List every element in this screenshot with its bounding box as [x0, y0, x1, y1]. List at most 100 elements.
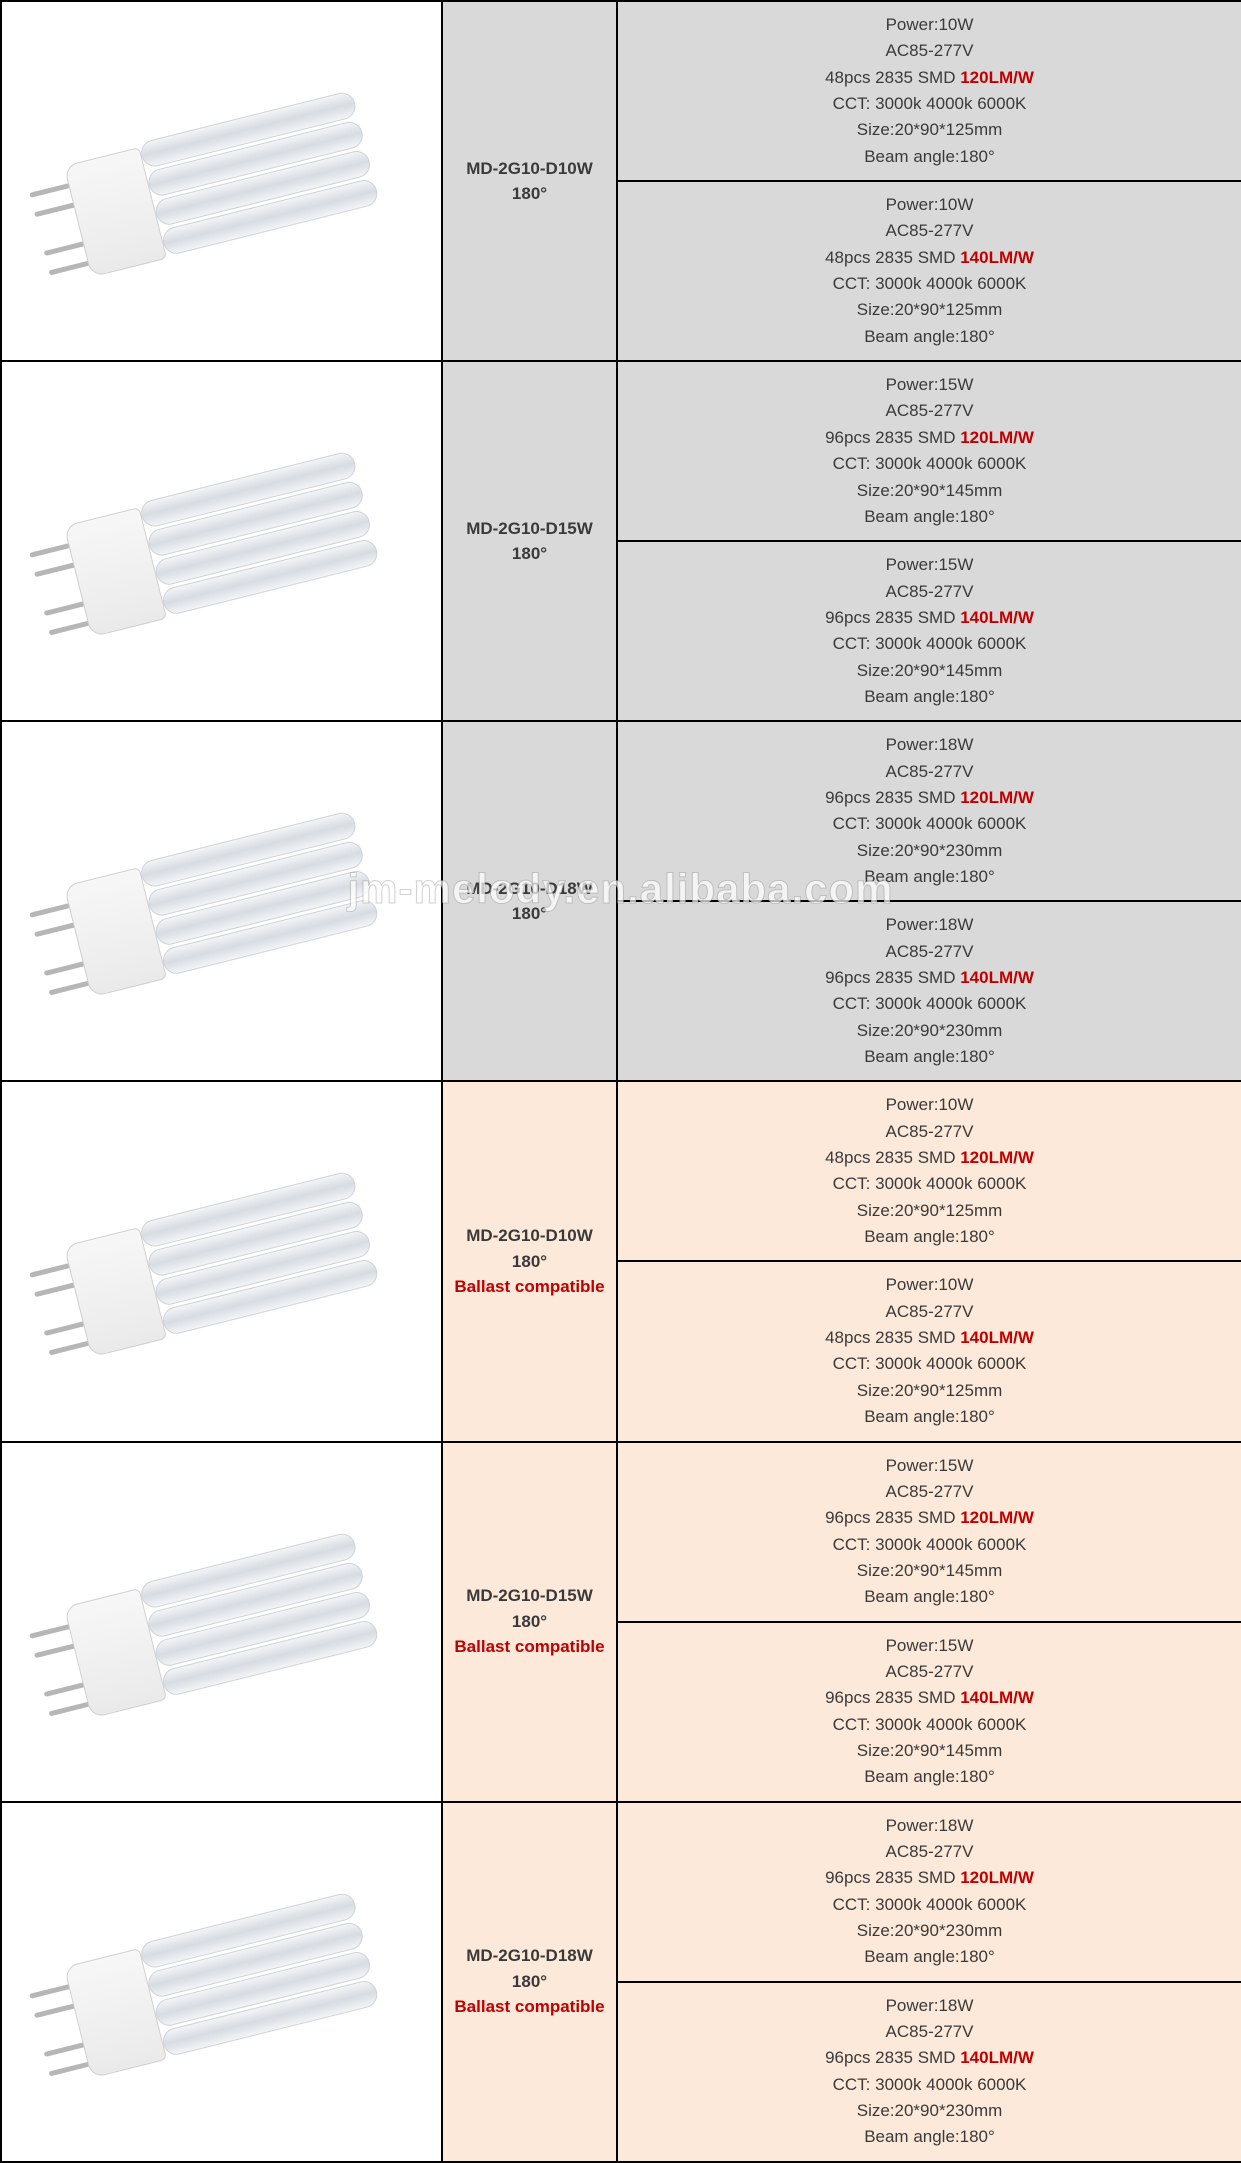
spec-power: Power:10W: [886, 15, 974, 34]
spec-led: 96pcs 2835 SMD: [825, 428, 960, 447]
spec-cct: CCT: 3000k 4000k 6000K: [833, 274, 1027, 293]
spec-cct: CCT: 3000k 4000k 6000K: [833, 1535, 1027, 1554]
spec-beam: Beam angle:180°: [864, 1407, 995, 1426]
spec-cell: Power:10W AC85-277V 48pcs 2835 SMD 120LM…: [617, 1, 1241, 181]
spec-size: Size:20*90*230mm: [857, 1021, 1003, 1040]
ballast-label: Ballast compatible: [454, 1277, 604, 1296]
spec-lumens: 120LM/W: [960, 1148, 1034, 1167]
product-image: [9, 384, 433, 699]
spec-led: 96pcs 2835 SMD: [825, 1508, 960, 1527]
spec-voltage: AC85-277V: [886, 582, 974, 601]
spec-led: 96pcs 2835 SMD: [825, 968, 960, 987]
spec-beam: Beam angle:180°: [864, 327, 995, 346]
model-code: MD-2G10-D15W: [466, 1586, 593, 1605]
table-row: MD-2G10-D18W 180° Power:18W AC85-277V 96…: [1, 721, 1241, 901]
spec-voltage: AC85-277V: [886, 41, 974, 60]
spec-led: 48pcs 2835 SMD: [825, 1148, 960, 1167]
model-code: MD-2G10-D15W: [466, 519, 593, 538]
spec-size: Size:20*90*125mm: [857, 1201, 1003, 1220]
spec-cct: CCT: 3000k 4000k 6000K: [833, 1895, 1027, 1914]
spec-voltage: AC85-277V: [886, 762, 974, 781]
spec-voltage: AC85-277V: [886, 1122, 974, 1141]
product-image: [9, 744, 433, 1059]
spec-cell: Power:15W AC85-277V 96pcs 2835 SMD 120LM…: [617, 361, 1241, 541]
spec-voltage: AC85-277V: [886, 1842, 974, 1861]
spec-voltage: AC85-277V: [886, 221, 974, 240]
spec-beam: Beam angle:180°: [864, 147, 995, 166]
image-cell: [1, 1, 442, 361]
spec-lumens: 140LM/W: [960, 1328, 1034, 1347]
model-angle: 180°: [512, 1972, 547, 1991]
table-row: MD-2G10-D10W 180° Power:10W AC85-277V 48…: [1, 1, 1241, 181]
spec-power: Power:15W: [886, 555, 974, 574]
spec-led: 96pcs 2835 SMD: [825, 1688, 960, 1707]
spec-beam: Beam angle:180°: [864, 867, 995, 886]
spec-beam: Beam angle:180°: [864, 1767, 995, 1786]
spec-beam: Beam angle:180°: [864, 1047, 995, 1066]
spec-lumens: 120LM/W: [960, 68, 1034, 87]
model-cell: MD-2G10-D15W 180°: [442, 361, 617, 721]
spec-lumens: 120LM/W: [960, 428, 1034, 447]
spec-voltage: AC85-277V: [886, 2022, 974, 2041]
table-row: MD-2G10-D15W 180° Power:15W AC85-277V 96…: [1, 361, 1241, 541]
spec-voltage: AC85-277V: [886, 942, 974, 961]
spec-cct: CCT: 3000k 4000k 6000K: [833, 1174, 1027, 1193]
spec-lumens: 120LM/W: [960, 1868, 1034, 1887]
spec-power: Power:10W: [886, 1275, 974, 1294]
spec-cell: Power:10W AC85-277V 48pcs 2835 SMD 140LM…: [617, 181, 1241, 361]
model-angle: 180°: [512, 1612, 547, 1631]
spec-beam: Beam angle:180°: [864, 507, 995, 526]
spec-led: 96pcs 2835 SMD: [825, 1868, 960, 1887]
spec-beam: Beam angle:180°: [864, 1587, 995, 1606]
spec-size: Size:20*90*230mm: [857, 1921, 1003, 1940]
spec-voltage: AC85-277V: [886, 401, 974, 420]
product-image: [9, 1464, 433, 1779]
spec-power: Power:18W: [886, 735, 974, 754]
spec-lumens: 140LM/W: [960, 248, 1034, 267]
spec-cct: CCT: 3000k 4000k 6000K: [833, 814, 1027, 833]
spec-beam: Beam angle:180°: [864, 1947, 995, 1966]
spec-cct: CCT: 3000k 4000k 6000K: [833, 454, 1027, 473]
model-cell: MD-2G10-D15W 180° Ballast compatible: [442, 1442, 617, 1802]
spec-cell: Power:15W AC85-277V 96pcs 2835 SMD 140LM…: [617, 541, 1241, 721]
spec-power: Power:15W: [886, 375, 974, 394]
spec-led: 48pcs 2835 SMD: [825, 248, 960, 267]
spec-size: Size:20*90*125mm: [857, 300, 1003, 319]
model-cell: MD-2G10-D10W 180°: [442, 1, 617, 361]
spec-size: Size:20*90*145mm: [857, 481, 1003, 500]
model-cell: MD-2G10-D18W 180°: [442, 721, 617, 1081]
spec-cct: CCT: 3000k 4000k 6000K: [833, 1715, 1027, 1734]
spec-size: Size:20*90*230mm: [857, 2101, 1003, 2120]
spec-power: Power:15W: [886, 1636, 974, 1655]
spec-lumens: 120LM/W: [960, 1508, 1034, 1527]
model-code: MD-2G10-D18W: [466, 879, 593, 898]
spec-voltage: AC85-277V: [886, 1302, 974, 1321]
spec-lumens: 140LM/W: [960, 1688, 1034, 1707]
ballast-label: Ballast compatible: [454, 1637, 604, 1656]
spec-size: Size:20*90*125mm: [857, 1381, 1003, 1400]
spec-beam: Beam angle:180°: [864, 687, 995, 706]
spec-lumens: 120LM/W: [960, 788, 1034, 807]
model-cell: MD-2G10-D18W 180° Ballast compatible: [442, 1802, 617, 2162]
spec-cct: CCT: 3000k 4000k 6000K: [833, 1354, 1027, 1373]
product-image: [9, 1104, 433, 1419]
image-cell: [1, 1442, 442, 1802]
spec-cell: Power:10W AC85-277V 48pcs 2835 SMD 120LM…: [617, 1081, 1241, 1261]
model-code: MD-2G10-D18W: [466, 1946, 593, 1965]
spec-cell: Power:15W AC85-277V 96pcs 2835 SMD 120LM…: [617, 1442, 1241, 1622]
spec-size: Size:20*90*145mm: [857, 1561, 1003, 1580]
spec-lumens: 140LM/W: [960, 608, 1034, 627]
spec-cct: CCT: 3000k 4000k 6000K: [833, 94, 1027, 113]
spec-power: Power:10W: [886, 195, 974, 214]
model-angle: 180°: [512, 904, 547, 923]
ballast-label: Ballast compatible: [454, 1997, 604, 2016]
spec-beam: Beam angle:180°: [864, 2127, 995, 2146]
spec-size: Size:20*90*125mm: [857, 120, 1003, 139]
spec-cct: CCT: 3000k 4000k 6000K: [833, 2075, 1027, 2094]
spec-power: Power:10W: [886, 1095, 974, 1114]
spec-beam: Beam angle:180°: [864, 1227, 995, 1246]
image-cell: [1, 1802, 442, 2162]
spec-voltage: AC85-277V: [886, 1662, 974, 1681]
table-row: MD-2G10-D18W 180°Ballast compatible Powe…: [1, 1802, 1241, 1982]
model-angle: 180°: [512, 1252, 547, 1271]
